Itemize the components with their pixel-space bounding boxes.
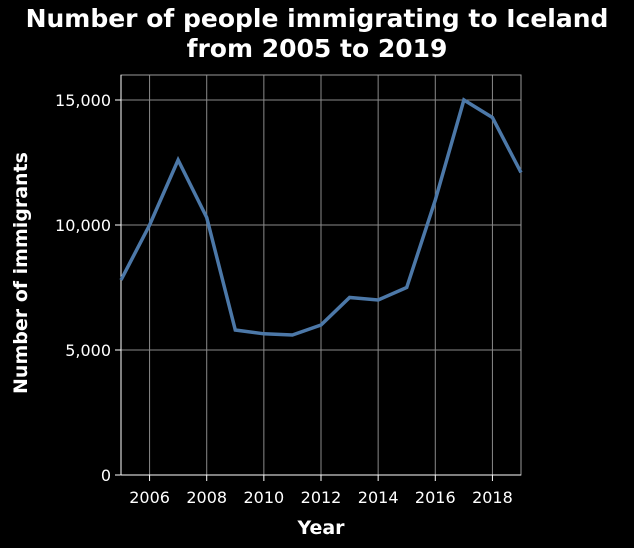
- y-tick-label: 15,000: [55, 91, 111, 110]
- chart-title: Number of people immigrating to Iceland …: [0, 4, 634, 64]
- x-tick-label: 2014: [358, 488, 399, 507]
- tick-labels: 2006 2008 2010 2012 2014 2016 2018 0 5,000 10,000…: [55, 91, 513, 507]
- chart-title-line-2: from 2005 to 2019: [186, 34, 448, 63]
- y-axis-title: Number of immigrants: [10, 152, 32, 394]
- series-line: [119, 97, 523, 337]
- grid: [121, 75, 521, 475]
- x-tick-label: 2016: [415, 488, 456, 507]
- y-tick-label: 0: [101, 466, 111, 485]
- x-tick-label: 2010: [243, 488, 284, 507]
- chart-title-line-1: Number of people immigrating to Iceland: [25, 4, 609, 33]
- x-axis-title: Year: [296, 517, 345, 539]
- x-tick-label: 2012: [301, 488, 342, 507]
- y-tick-label: 5,000: [65, 341, 111, 360]
- series-layer: [119, 97, 523, 337]
- x-tick-label: 2018: [472, 488, 513, 507]
- x-tick-label: 2008: [186, 488, 227, 507]
- y-tick-label: 10,000: [55, 216, 111, 235]
- x-tick-label: 2006: [129, 488, 170, 507]
- axes: [115, 74, 522, 481]
